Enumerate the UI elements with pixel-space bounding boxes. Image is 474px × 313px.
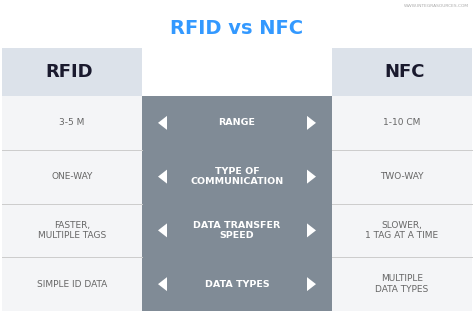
Polygon shape — [307, 170, 316, 184]
Text: NFC: NFC — [384, 63, 425, 81]
Bar — [142, 48, 332, 96]
Bar — [2, 203, 142, 257]
Text: TWO-WAY: TWO-WAY — [380, 172, 424, 181]
Bar — [2, 48, 142, 96]
Polygon shape — [158, 277, 167, 291]
Text: FASTER,
MULTIPLE TAGS: FASTER, MULTIPLE TAGS — [38, 221, 106, 240]
Text: DATA TYPES: DATA TYPES — [205, 280, 269, 289]
Text: RFID vs NFC: RFID vs NFC — [171, 18, 303, 38]
Text: 3-5 M: 3-5 M — [59, 118, 85, 127]
Bar — [142, 150, 332, 203]
Polygon shape — [158, 223, 167, 237]
Text: ONE-WAY: ONE-WAY — [51, 172, 93, 181]
Bar — [2, 96, 142, 150]
Bar — [142, 96, 332, 150]
Bar — [142, 203, 332, 257]
Bar — [332, 48, 472, 96]
Polygon shape — [158, 116, 167, 130]
Text: MULTIPLE
DATA TYPES: MULTIPLE DATA TYPES — [375, 275, 428, 294]
Bar — [2, 150, 142, 203]
Bar — [2, 257, 142, 311]
Bar — [332, 96, 472, 150]
Bar — [332, 257, 472, 311]
Text: DATA TRANSFER
SPEED: DATA TRANSFER SPEED — [193, 221, 281, 240]
Text: RFID: RFID — [46, 63, 93, 81]
Polygon shape — [158, 170, 167, 184]
Polygon shape — [307, 277, 316, 291]
Text: SLOWER,
1 TAG AT A TIME: SLOWER, 1 TAG AT A TIME — [365, 221, 438, 240]
Text: SIMPLE ID DATA: SIMPLE ID DATA — [37, 280, 107, 289]
Text: WWW.INTEGRASOURCES.COM: WWW.INTEGRASOURCES.COM — [404, 4, 469, 8]
Bar — [142, 257, 332, 311]
Polygon shape — [307, 223, 316, 237]
Polygon shape — [307, 116, 316, 130]
Bar — [332, 203, 472, 257]
Bar — [332, 150, 472, 203]
Text: TYPE OF
COMMUNICATION: TYPE OF COMMUNICATION — [191, 167, 283, 186]
Text: 1-10 CM: 1-10 CM — [383, 118, 421, 127]
Text: RANGE: RANGE — [219, 118, 255, 127]
